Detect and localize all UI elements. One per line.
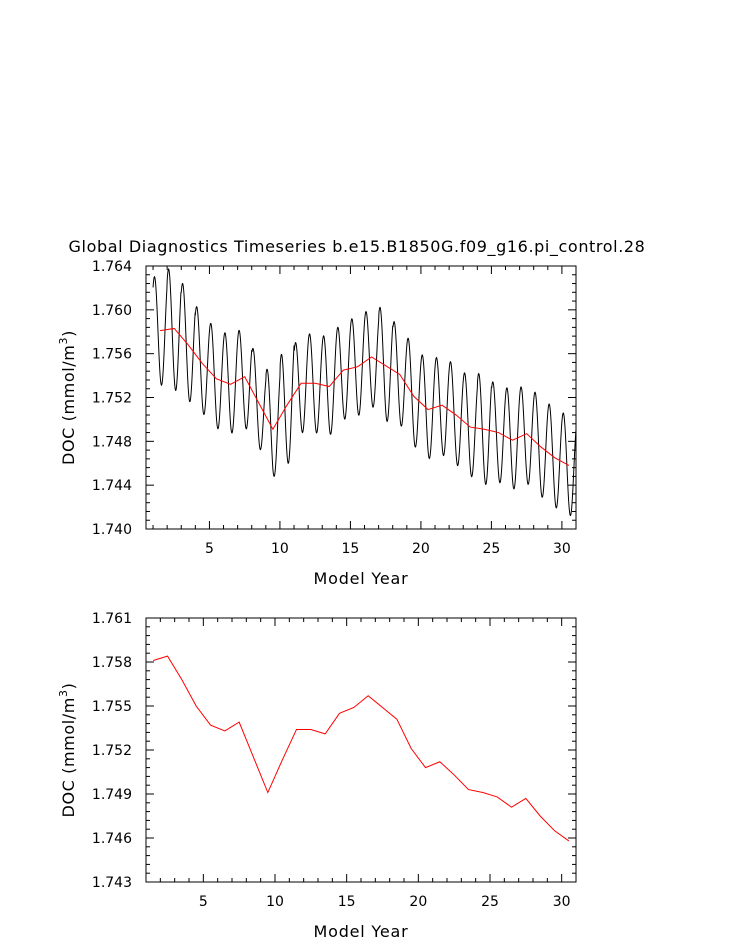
chart-bottom-frame — [145, 617, 577, 883]
chart-top-xtick-label: 25 — [482, 541, 500, 557]
chart-top-series-annual-mean — [160, 327, 570, 466]
chart-top-ticks: 5 10 15 20 25 30 1.740 1.744 1.748 1.752 1.756 1.76… — [92, 259, 577, 557]
chart-bottom-xtick-label: 10 — [266, 894, 284, 910]
chart-bottom-ylabel: DOC (mmol/m3) — [57, 683, 78, 818]
chart-top-xtick-label: 5 — [205, 541, 214, 557]
chart-top-xtick-label: 20 — [412, 541, 430, 557]
chart-bottom-series-annual-mean — [153, 655, 570, 842]
chart-bottom-ytick-label: 1.743 — [92, 875, 132, 891]
chart-top-marks — [152, 268, 577, 517]
chart-top-ytick-label: 1.764 — [92, 259, 132, 275]
chart-top-ytick-label: 1.756 — [92, 347, 132, 363]
chart-bottom-ytick-label: 1.749 — [92, 787, 132, 803]
chart-bottom-xtick-label: 20 — [409, 894, 427, 910]
chart-top: 5 10 15 20 25 30 1.740 1.744 1.748 1.752 1.756 1.76… — [57, 259, 577, 588]
chart-bottom-ylabel-close: ) — [59, 683, 78, 690]
chart-top-xtick-label: 30 — [553, 541, 571, 557]
chart-top-ytick-label: 1.752 — [92, 391, 132, 407]
chart-bottom-ytick-label: 1.746 — [92, 831, 132, 847]
chart-top-ylabel-sup: 3 — [57, 337, 70, 345]
chart-top-xtick-label: 10 — [271, 541, 289, 557]
chart-top-ytick-label: 1.760 — [92, 303, 132, 319]
chart-bottom-ytick-label: 1.758 — [92, 655, 132, 671]
chart-top-xtick-label: 15 — [342, 541, 360, 557]
chart-bottom: 5 10 15 20 25 30 1.743 1.746 1.749 1.752 1.755 1.75… — [57, 611, 577, 941]
chart-bottom-ylabel-sup: 3 — [57, 689, 70, 697]
chart-bottom-xtick-label: 5 — [199, 894, 208, 910]
chart-bottom-ytick-label: 1.755 — [92, 699, 132, 715]
chart-top-ytick-label: 1.748 — [92, 434, 132, 450]
chart-top-ylabel-close: ) — [59, 330, 78, 337]
chart-bottom-xtick-label: 25 — [481, 894, 499, 910]
chart-bottom-xtick-label: 15 — [338, 894, 356, 910]
chart-bottom-xlabel: Model Year — [314, 922, 409, 941]
chart-bottom-ytick-label: 1.761 — [92, 611, 132, 627]
chart-bottom-ylabel-text: DOC (mmol/m — [59, 697, 78, 817]
chart-top-series-monthly — [152, 268, 577, 517]
chart-top-ylabel-text: DOC (mmol/m — [59, 345, 78, 465]
chart-bottom-ytick-label: 1.752 — [92, 743, 132, 759]
chart-top-xlabel: Model Year — [314, 569, 409, 588]
chart-top-ytick-label: 1.744 — [92, 478, 132, 494]
chart-top-ylabel: DOC (mmol/m3) — [57, 330, 78, 465]
chart-bottom-ticks: 5 10 15 20 25 30 1.743 1.746 1.749 1.752 1.755 1.75… — [92, 611, 577, 910]
chart-top-ytick-label: 1.740 — [92, 522, 132, 538]
chart-bottom-xtick-label: 30 — [553, 894, 571, 910]
chart-title: Global Diagnostics Timeseries b.e15.B185… — [69, 237, 646, 257]
chart-bottom-marks — [153, 655, 570, 842]
